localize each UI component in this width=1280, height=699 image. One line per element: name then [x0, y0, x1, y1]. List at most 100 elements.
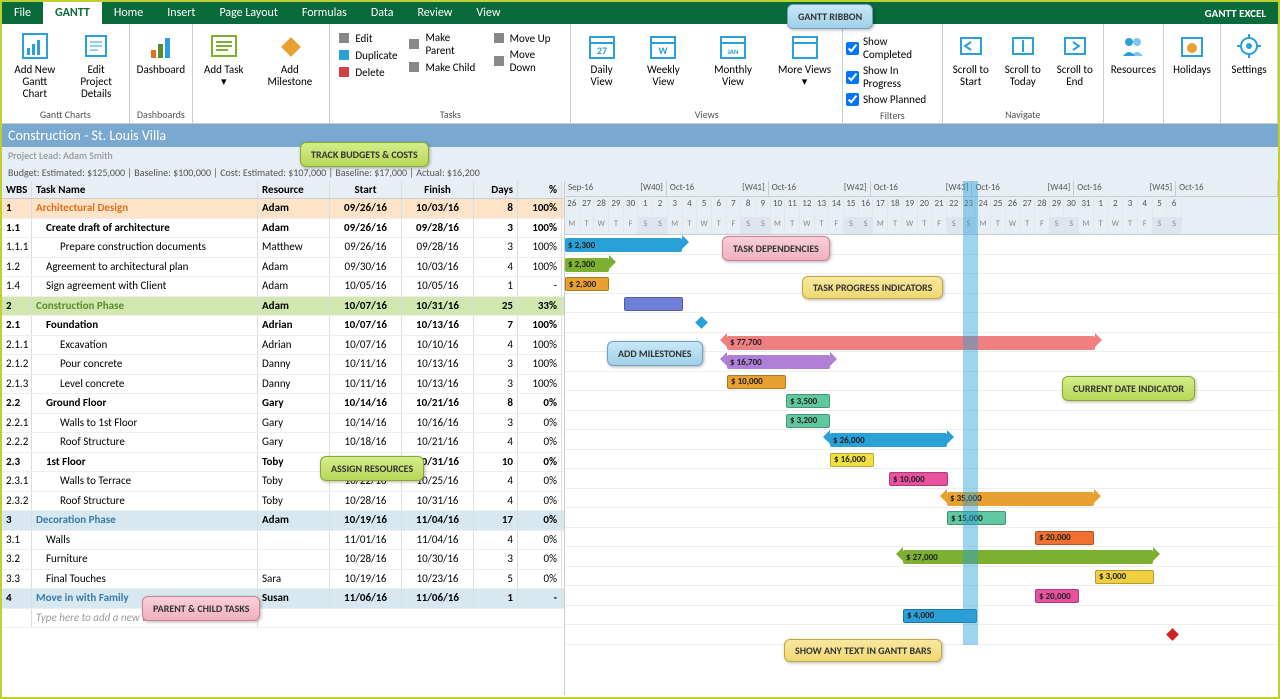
gantt-bar[interactable]: $ 27,000	[903, 550, 1153, 564]
task-row[interactable]: 3.1Walls11/01/1611/04/1640%	[2, 531, 564, 551]
milestone-diamond[interactable]	[1166, 628, 1179, 641]
gantt-bar[interactable]: $ 3,500	[786, 394, 830, 408]
ribbon-edit[interactable]: Edit	[333, 30, 401, 46]
gantt-row: $ 35,000	[565, 489, 1278, 509]
ribbon-more-views[interactable]: More Views ▾	[770, 28, 839, 106]
ribbon-scroll-to-start[interactable]: Scroll toStart	[946, 28, 996, 106]
menu-gantt[interactable]: GANTT	[43, 2, 102, 24]
ribbon-resources[interactable]: Resources	[1107, 28, 1160, 119]
menu-bar: FileGANTTHomeInsertPage LayoutFormulasDa…	[2, 2, 1278, 24]
task-row[interactable]: 2.2.2Roof StructureGary10/18/1610/21/164…	[2, 433, 564, 453]
new-task-row[interactable]: Type here to add a new task	[2, 609, 564, 629]
svg-text:27: 27	[597, 44, 607, 57]
gantt-row: $ 15,000	[565, 508, 1278, 528]
callout-bartext: SHOW ANY TEXT IN GANTT BARS	[784, 639, 942, 662]
task-row[interactable]: 3.2Furniture10/28/1610/30/1630%	[2, 550, 564, 570]
gantt-bar[interactable]: $ 3,200	[786, 414, 830, 428]
gantt-bar[interactable]: $ 20,000	[1035, 531, 1094, 545]
ribbon-move-down[interactable]: Move Down	[488, 47, 568, 75]
gantt-row: $ 2,300	[565, 255, 1278, 275]
task-row[interactable]: 2.1.2Pour concreteDanny10/11/1610/13/163…	[2, 355, 564, 375]
gantt-row: $ 16,000	[565, 450, 1278, 470]
ribbon-settings[interactable]: Settings	[1224, 28, 1274, 119]
menu-file[interactable]: File	[2, 2, 43, 24]
milestone-diamond[interactable]	[695, 316, 708, 329]
ribbon-holidays[interactable]: Holidays	[1167, 28, 1217, 119]
ribbon-dashboard[interactable]: Dashboard	[133, 28, 189, 106]
task-row[interactable]: 2.3.1Walls to TerraceToby10/22/1610/25/1…	[2, 472, 564, 492]
timeline-dow: MTWTFSSMTWTFSSMTWTFSSMTWTFSSMTWTFSSMTWTF…	[565, 217, 1278, 235]
ribbon-scroll-to-end[interactable]: Scroll toEnd	[1050, 28, 1100, 106]
task-row[interactable]: 2.3.2Roof StructureToby10/28/1610/31/164…	[2, 492, 564, 512]
menu-data[interactable]: Data	[359, 2, 406, 24]
task-row[interactable]: 3.3Final TouchesSara10/19/1610/23/1650%	[2, 570, 564, 590]
gantt-bar[interactable]: $ 3,000	[1095, 570, 1154, 584]
ribbon-make-child[interactable]: Make Child	[403, 59, 485, 75]
task-table: WBS Task Name Resource Start Finish Days…	[2, 181, 564, 695]
task-row[interactable]: 2.31st FloorToby10/22/1610/31/16100%	[2, 453, 564, 473]
gantt-bar[interactable]: $ 20,000	[1035, 589, 1079, 603]
gantt-bar[interactable]: $ 2,300	[565, 238, 682, 252]
gantt-bar[interactable]: $ 77,700	[727, 336, 1095, 350]
ribbon-duplicate[interactable]: Duplicate	[333, 47, 401, 63]
task-row[interactable]: 2.1.1ExcavationAdrian10/07/1610/10/16410…	[2, 336, 564, 356]
ribbon-add-milestone[interactable]: Add Milestone	[253, 28, 326, 119]
ribbon-add-task[interactable]: Add Task ▾	[196, 28, 251, 119]
svg-text:W: W	[659, 44, 669, 57]
table-header: WBS Task Name Resource Start Finish Days…	[2, 181, 564, 199]
task-row[interactable]: 1Architectural DesignAdam09/26/1610/03/1…	[2, 199, 564, 219]
ribbon-weekly-view[interactable]: WWeekly View	[631, 28, 696, 106]
filter-show-completed[interactable]: Show Completed	[846, 34, 939, 62]
ribbon-add-new-gantt-chart[interactable]: Add NewGantt Chart	[5, 28, 65, 106]
gantt-bar[interactable]: $ 16,000	[830, 453, 874, 467]
task-row[interactable]: 4Move in with FamilySusan11/06/1611/06/1…	[2, 589, 564, 609]
gantt-row	[565, 313, 1278, 333]
task-row[interactable]: 1.1Create draft of architectureAdam09/26…	[2, 219, 564, 239]
filter-show-planned[interactable]: Show Planned	[846, 92, 939, 107]
callout-progress: TASK PROGRESS INDICATORS	[802, 276, 943, 299]
task-row[interactable]: 3Decoration PhaseAdam10/19/1611/04/16170…	[2, 511, 564, 531]
task-row[interactable]: 2.2Ground FloorGary10/14/1610/21/1680%	[2, 394, 564, 414]
ribbon-delete[interactable]: Delete	[333, 64, 401, 80]
menu-insert[interactable]: Insert	[155, 2, 207, 24]
task-row[interactable]: 2.1FoundationAdrian10/07/1610/13/167100%	[2, 316, 564, 336]
gantt-bar[interactable]: $ 10,000	[727, 375, 786, 389]
gantt-bar[interactable]	[624, 297, 683, 311]
callout-budgets: TRACK BUDGETS & COSTS	[300, 142, 429, 167]
task-row[interactable]: 2.1.3Level concreteDanny10/11/1610/13/16…	[2, 375, 564, 395]
menu-page layout[interactable]: Page Layout	[207, 2, 289, 24]
ribbon-scroll-to-today[interactable]: Scroll toToday	[998, 28, 1048, 106]
gantt-row: $ 20,000	[565, 528, 1278, 548]
ribbon-monthly-view[interactable]: JANMonthly View	[698, 28, 768, 106]
timeline-header: Sep-16[W40]Oct-16[W41]Oct-16[W42]Oct-16[…	[565, 181, 1278, 217]
gantt-bar[interactable]: $ 2,300	[565, 258, 609, 272]
filter-show-in-progress[interactable]: Show In Progress	[846, 63, 939, 91]
ribbon-daily-view[interactable]: 27Daily View	[574, 28, 628, 106]
ribbon-move-up[interactable]: Move Up	[488, 30, 568, 46]
task-row[interactable]: 1.1.1Prepare construction documentsMatth…	[2, 238, 564, 258]
brand: GANTT EXCEL	[1205, 7, 1278, 20]
menu-formulas[interactable]: Formulas	[290, 2, 359, 24]
ribbon-edit-project-details[interactable]: Edit ProjectDetails	[67, 28, 126, 106]
task-row[interactable]: 2Construction PhaseAdam10/07/1610/31/162…	[2, 297, 564, 317]
gantt-bar[interactable]: $ 26,000	[830, 433, 947, 447]
gantt-bar[interactable]: $ 16,700	[727, 355, 830, 369]
callout-resources: ASSIGN RESOURCES	[320, 456, 424, 481]
gantt-row: $ 2,300	[565, 235, 1278, 255]
gantt-bar[interactable]: $ 2,300	[565, 277, 609, 291]
gantt-row: $ 27,000	[565, 547, 1278, 567]
budget-row: Budget: Estimated: $125,000 | Baseline: …	[2, 164, 1278, 181]
menu-view[interactable]: View	[464, 2, 512, 24]
ribbon-make-parent[interactable]: Make Parent	[403, 30, 485, 58]
gantt-bar[interactable]: $ 10,000	[889, 472, 948, 486]
gantt-row: $ 26,000	[565, 430, 1278, 450]
task-row[interactable]: 1.4Sign agreement with ClientAdam10/05/1…	[2, 277, 564, 297]
task-row[interactable]: 1.2Agreement to architectural planAdam09…	[2, 258, 564, 278]
gantt-row: $ 10,000	[565, 469, 1278, 489]
callout-parent: PARENT & CHILD TASKS	[142, 596, 260, 621]
menu-review[interactable]: Review	[405, 2, 464, 24]
content: WBS Task Name Resource Start Finish Days…	[2, 181, 1278, 695]
menu-home[interactable]: Home	[102, 2, 155, 24]
task-row[interactable]: 2.2.1Walls to 1st FloorGary10/14/1610/16…	[2, 414, 564, 434]
project-title: Construction - St. Louis Villa	[2, 124, 1278, 147]
